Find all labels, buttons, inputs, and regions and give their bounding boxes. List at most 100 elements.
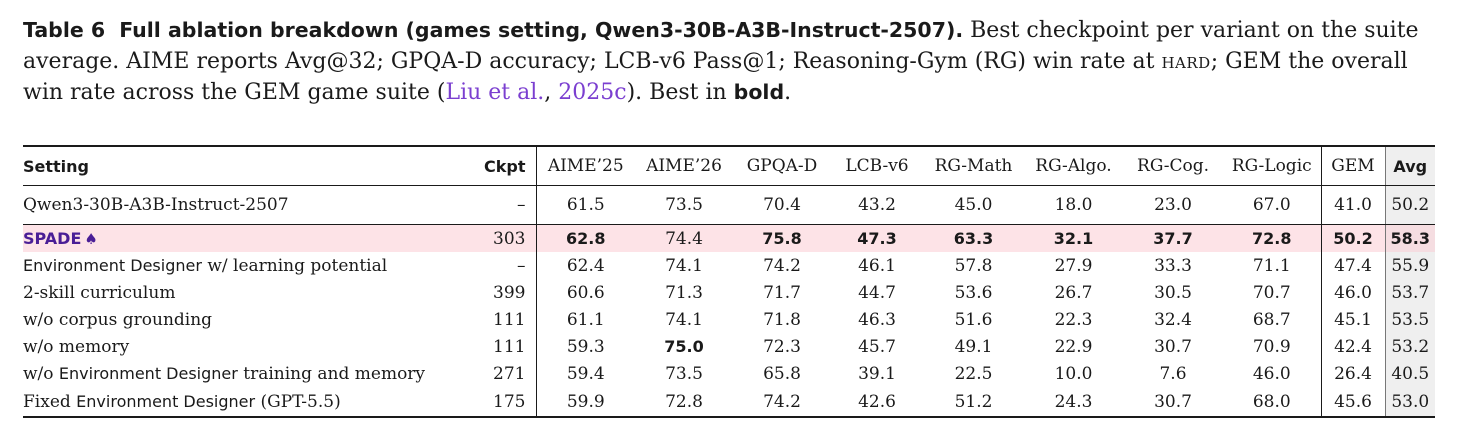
ablation-table: Setting Ckpt AIME’25 AIME’26 GPQA-D LCB-… [23, 145, 1435, 418]
caption-text-2: ; GEM the overall win rate across the GE… [23, 49, 1408, 105]
cell-rg-cog: 30.7 [1154, 336, 1192, 357]
cell-lcb: 45.7 [858, 336, 896, 357]
setting-text: 2-skill curriculum [23, 282, 176, 303]
header-rg-logic: RG-Logic [1223, 145, 1321, 186]
setting-text-suffix: training and memory [237, 363, 426, 384]
cell-rg-logic: 68.7 [1252, 309, 1291, 330]
cell-gpqa: 65.8 [763, 363, 801, 384]
cell-aime25: 61.1 [535, 306, 635, 333]
cell-rg-cog: 23.0 [1123, 185, 1223, 225]
cell-lcb: 44.7 [858, 282, 896, 303]
header-rg-cog: RG-Cog. [1123, 145, 1223, 186]
cell-rg-logic: 46.0 [1252, 363, 1291, 384]
cell-lcb: 46.1 [858, 255, 896, 276]
cell-gem: 50.2 [1320, 224, 1385, 252]
cell-gpqa: 70.4 [733, 185, 831, 225]
caption-hard: hard [1161, 49, 1211, 74]
cell-aime25: 61.5 [535, 185, 635, 225]
cell-rg-cog: 30.7 [1123, 387, 1223, 418]
row-setting: Environment Designer w/ learning potenti… [23, 252, 481, 279]
cell-gem: 42.4 [1320, 333, 1385, 360]
cell-gpqa: 71.8 [763, 309, 801, 330]
cell-rg-math: 22.5 [954, 363, 993, 384]
cell-aime25: 62.4 [535, 252, 635, 279]
baseline-setting: Qwen3-30B-A3B-Instruct-2507 [23, 185, 481, 225]
cell-gem: 26.4 [1320, 360, 1385, 387]
header-gpqa: GPQA-D [733, 145, 831, 186]
header-gem: GEM [1320, 145, 1385, 186]
citation-separator: , [544, 80, 559, 105]
header-aime26: AIME’26 [635, 145, 733, 186]
cell-gpqa: 72.3 [763, 336, 801, 357]
setting-text-suffix: w/ learning potential [201, 255, 388, 276]
caption-text-1: Best checkpoint per variant on the suite… [23, 18, 1419, 74]
cell-rg-algo: 18.0 [1024, 185, 1123, 225]
row-ckpt: 399 [493, 282, 526, 303]
cell-rg-math: 51.2 [923, 387, 1024, 418]
cell-avg: 53.0 [1384, 387, 1435, 418]
cell-lcb: 43.2 [831, 185, 923, 225]
cell-aime25: 59.3 [535, 333, 635, 360]
cell-rg-math: 57.8 [954, 255, 993, 276]
table-row: w/o Environment Designer training and me… [23, 360, 1435, 387]
cell-aime25: 60.6 [535, 279, 635, 306]
cell-avg: 53.2 [1384, 333, 1435, 360]
environment-designer-name: Environment Designer [23, 255, 202, 275]
cell-aime26: 73.5 [635, 185, 733, 225]
row-ckpt: 111 [493, 309, 526, 330]
row-setting: Fixed Environment Designer (GPT-5.5) [23, 387, 481, 418]
cell-avg: 55.9 [1384, 252, 1435, 279]
cell-gpqa: 74.2 [733, 387, 831, 418]
setting-text: Fixed [23, 391, 77, 412]
cell-aime26: 73.5 [665, 363, 703, 384]
cell-avg: 50.2 [1384, 185, 1435, 225]
cell-rg-algo: 32.1 [1024, 224, 1123, 252]
setting-text: w/o [23, 363, 59, 384]
cell-rg-logic: 71.1 [1252, 255, 1291, 276]
caption-text-3: ). Best in [626, 80, 734, 105]
cell-rg-algo: 10.0 [1054, 363, 1093, 384]
citation-author-link[interactable]: Liu et al. [445, 80, 545, 105]
row-setting: 2-skill curriculum [23, 279, 481, 306]
citation-year-link[interactable]: 2025c [558, 80, 627, 105]
table-row: Fixed Environment Designer (GPT-5.5) 175 5… [23, 387, 1435, 418]
cell-rg-logic: 68.0 [1223, 387, 1321, 418]
cell-avg: 40.5 [1384, 360, 1435, 387]
cell-gem: 45.1 [1320, 306, 1385, 333]
cell-rg-math: 51.6 [954, 309, 993, 330]
cell-aime26: 74.4 [635, 224, 733, 252]
cell-rg-algo: 22.3 [1054, 309, 1093, 330]
caption-text-4: . [784, 80, 792, 105]
caption-bold-word: bold [733, 80, 785, 104]
cell-lcb: 42.6 [831, 387, 923, 418]
cell-aime26: 74.1 [665, 255, 703, 276]
table-row: w/o memory 111 59.3 75.0 72.3 45.7 49.1 22.9 30.… [23, 333, 1435, 360]
cell-rg-algo: 22.9 [1054, 336, 1093, 357]
table-caption: Table 6 Full ablation breakdown (games s… [23, 15, 1435, 108]
cell-rg-cog: 33.3 [1154, 255, 1192, 276]
spade-name: SPADE [23, 228, 82, 248]
cell-rg-math: 53.6 [954, 282, 993, 303]
cell-rg-algo: 24.3 [1024, 387, 1123, 418]
baseline-row: Qwen3-30B-A3B-Instruct-2507 – 61.5 73.5 … [23, 185, 1435, 225]
cell-rg-math: 45.0 [923, 185, 1024, 225]
cell-aime26: 71.3 [665, 282, 703, 303]
cell-rg-logic: 70.9 [1252, 336, 1291, 357]
cell-rg-cog: 7.6 [1159, 363, 1187, 384]
baseline-ckpt: – [481, 185, 536, 225]
spade-suit-icon: ♠ [84, 229, 98, 248]
table-title: Full ablation breakdown (games setting, … [119, 18, 964, 42]
environment-designer-name: Environment Designer [58, 363, 238, 383]
row-ckpt: – [517, 255, 526, 276]
cell-aime26: 75.0 [664, 337, 704, 356]
cell-aime26: 72.8 [635, 387, 733, 418]
cell-avg: 53.7 [1384, 279, 1435, 306]
cell-lcb: 46.3 [858, 309, 896, 330]
cell-rg-math: 49.1 [954, 336, 993, 357]
row-ckpt: 303 [481, 224, 536, 252]
environment-designer-name: Environment Designer [76, 391, 256, 411]
cell-rg-algo: 26.7 [1054, 282, 1093, 303]
table-label: Table 6 [23, 18, 106, 42]
cell-lcb: 47.3 [831, 224, 923, 252]
header-rg-math: RG-Math [923, 145, 1024, 186]
